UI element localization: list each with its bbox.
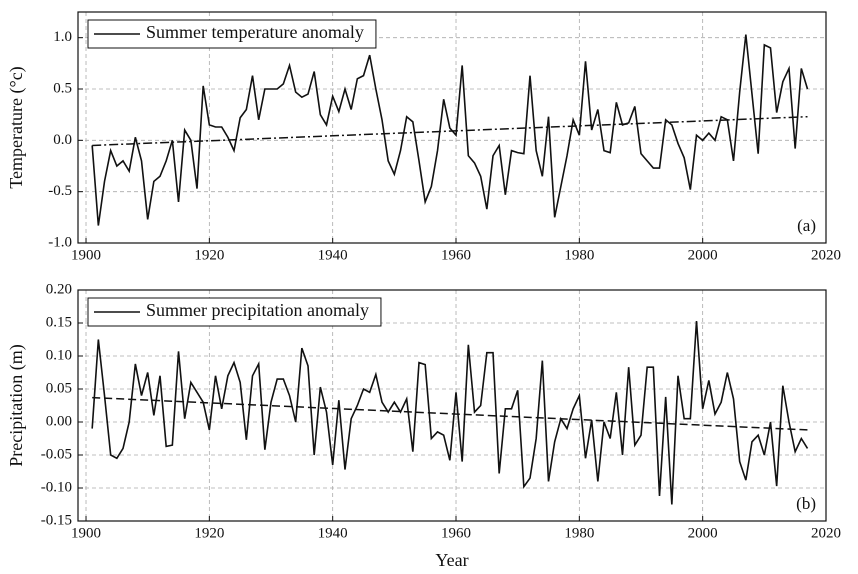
y-tick-label: 0.00 — [46, 413, 72, 429]
x-tick-label: 1900 — [71, 525, 101, 541]
y-tick-label: -0.05 — [41, 446, 72, 462]
trend-line — [92, 115, 808, 147]
y-tick-label: 0.05 — [46, 380, 72, 396]
y-axis-label: Temperature (°c) — [6, 66, 27, 188]
y-tick-label: -0.5 — [48, 183, 72, 199]
x-tick-label: 1940 — [318, 247, 348, 263]
x-tick-label: 2020 — [811, 525, 841, 541]
y-tick-label: 1.0 — [53, 29, 72, 45]
y-tick-label: -1.0 — [48, 234, 72, 250]
y-tick-label: 0.20 — [46, 281, 72, 297]
x-tick-label: 1980 — [564, 525, 594, 541]
legend-label: Summer temperature anomaly — [146, 22, 364, 42]
data-line — [91, 34, 809, 226]
plot-frame — [77, 11, 827, 244]
panel-label: (a) — [797, 216, 816, 235]
x-tick-label: 1980 — [564, 247, 594, 263]
data-line — [91, 320, 809, 505]
x-axis-label: Year — [435, 550, 468, 570]
x-tick-label: 1920 — [194, 525, 224, 541]
x-tick-label: 1960 — [441, 247, 471, 263]
plot-frame — [77, 289, 827, 522]
y-tick-label: 0.10 — [46, 347, 72, 363]
x-tick-label: 1920 — [194, 247, 224, 263]
trend-line — [92, 396, 808, 431]
x-tick-label: 2000 — [688, 247, 718, 263]
y-tick-label: 0.15 — [46, 314, 72, 330]
x-tick-label: 1940 — [318, 525, 348, 541]
x-tick-label: 2000 — [688, 525, 718, 541]
y-tick-label: -0.15 — [41, 512, 72, 528]
x-tick-label: 2020 — [811, 247, 841, 263]
panel-label: (b) — [796, 494, 816, 513]
legend-label: Summer precipitation anomaly — [146, 300, 369, 320]
y-tick-label: -0.10 — [41, 479, 72, 495]
x-tick-label: 1900 — [71, 247, 101, 263]
x-tick-label: 1960 — [441, 525, 471, 541]
y-tick-label: 0.0 — [53, 132, 72, 148]
y-axis-label: Precipitation (m) — [6, 344, 27, 466]
y-tick-label: 0.5 — [53, 80, 72, 96]
